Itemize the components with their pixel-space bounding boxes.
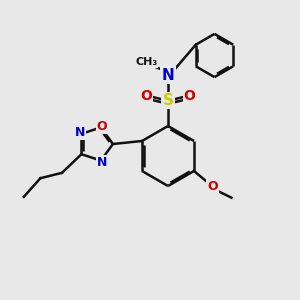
Text: O: O <box>97 120 107 134</box>
Text: O: O <box>140 89 152 103</box>
Text: CH₃: CH₃ <box>135 57 158 68</box>
Text: N: N <box>162 68 174 82</box>
Text: O: O <box>184 89 196 103</box>
Text: N: N <box>75 126 86 139</box>
Text: S: S <box>163 93 173 108</box>
Text: O: O <box>207 180 218 193</box>
Text: N: N <box>97 155 107 169</box>
